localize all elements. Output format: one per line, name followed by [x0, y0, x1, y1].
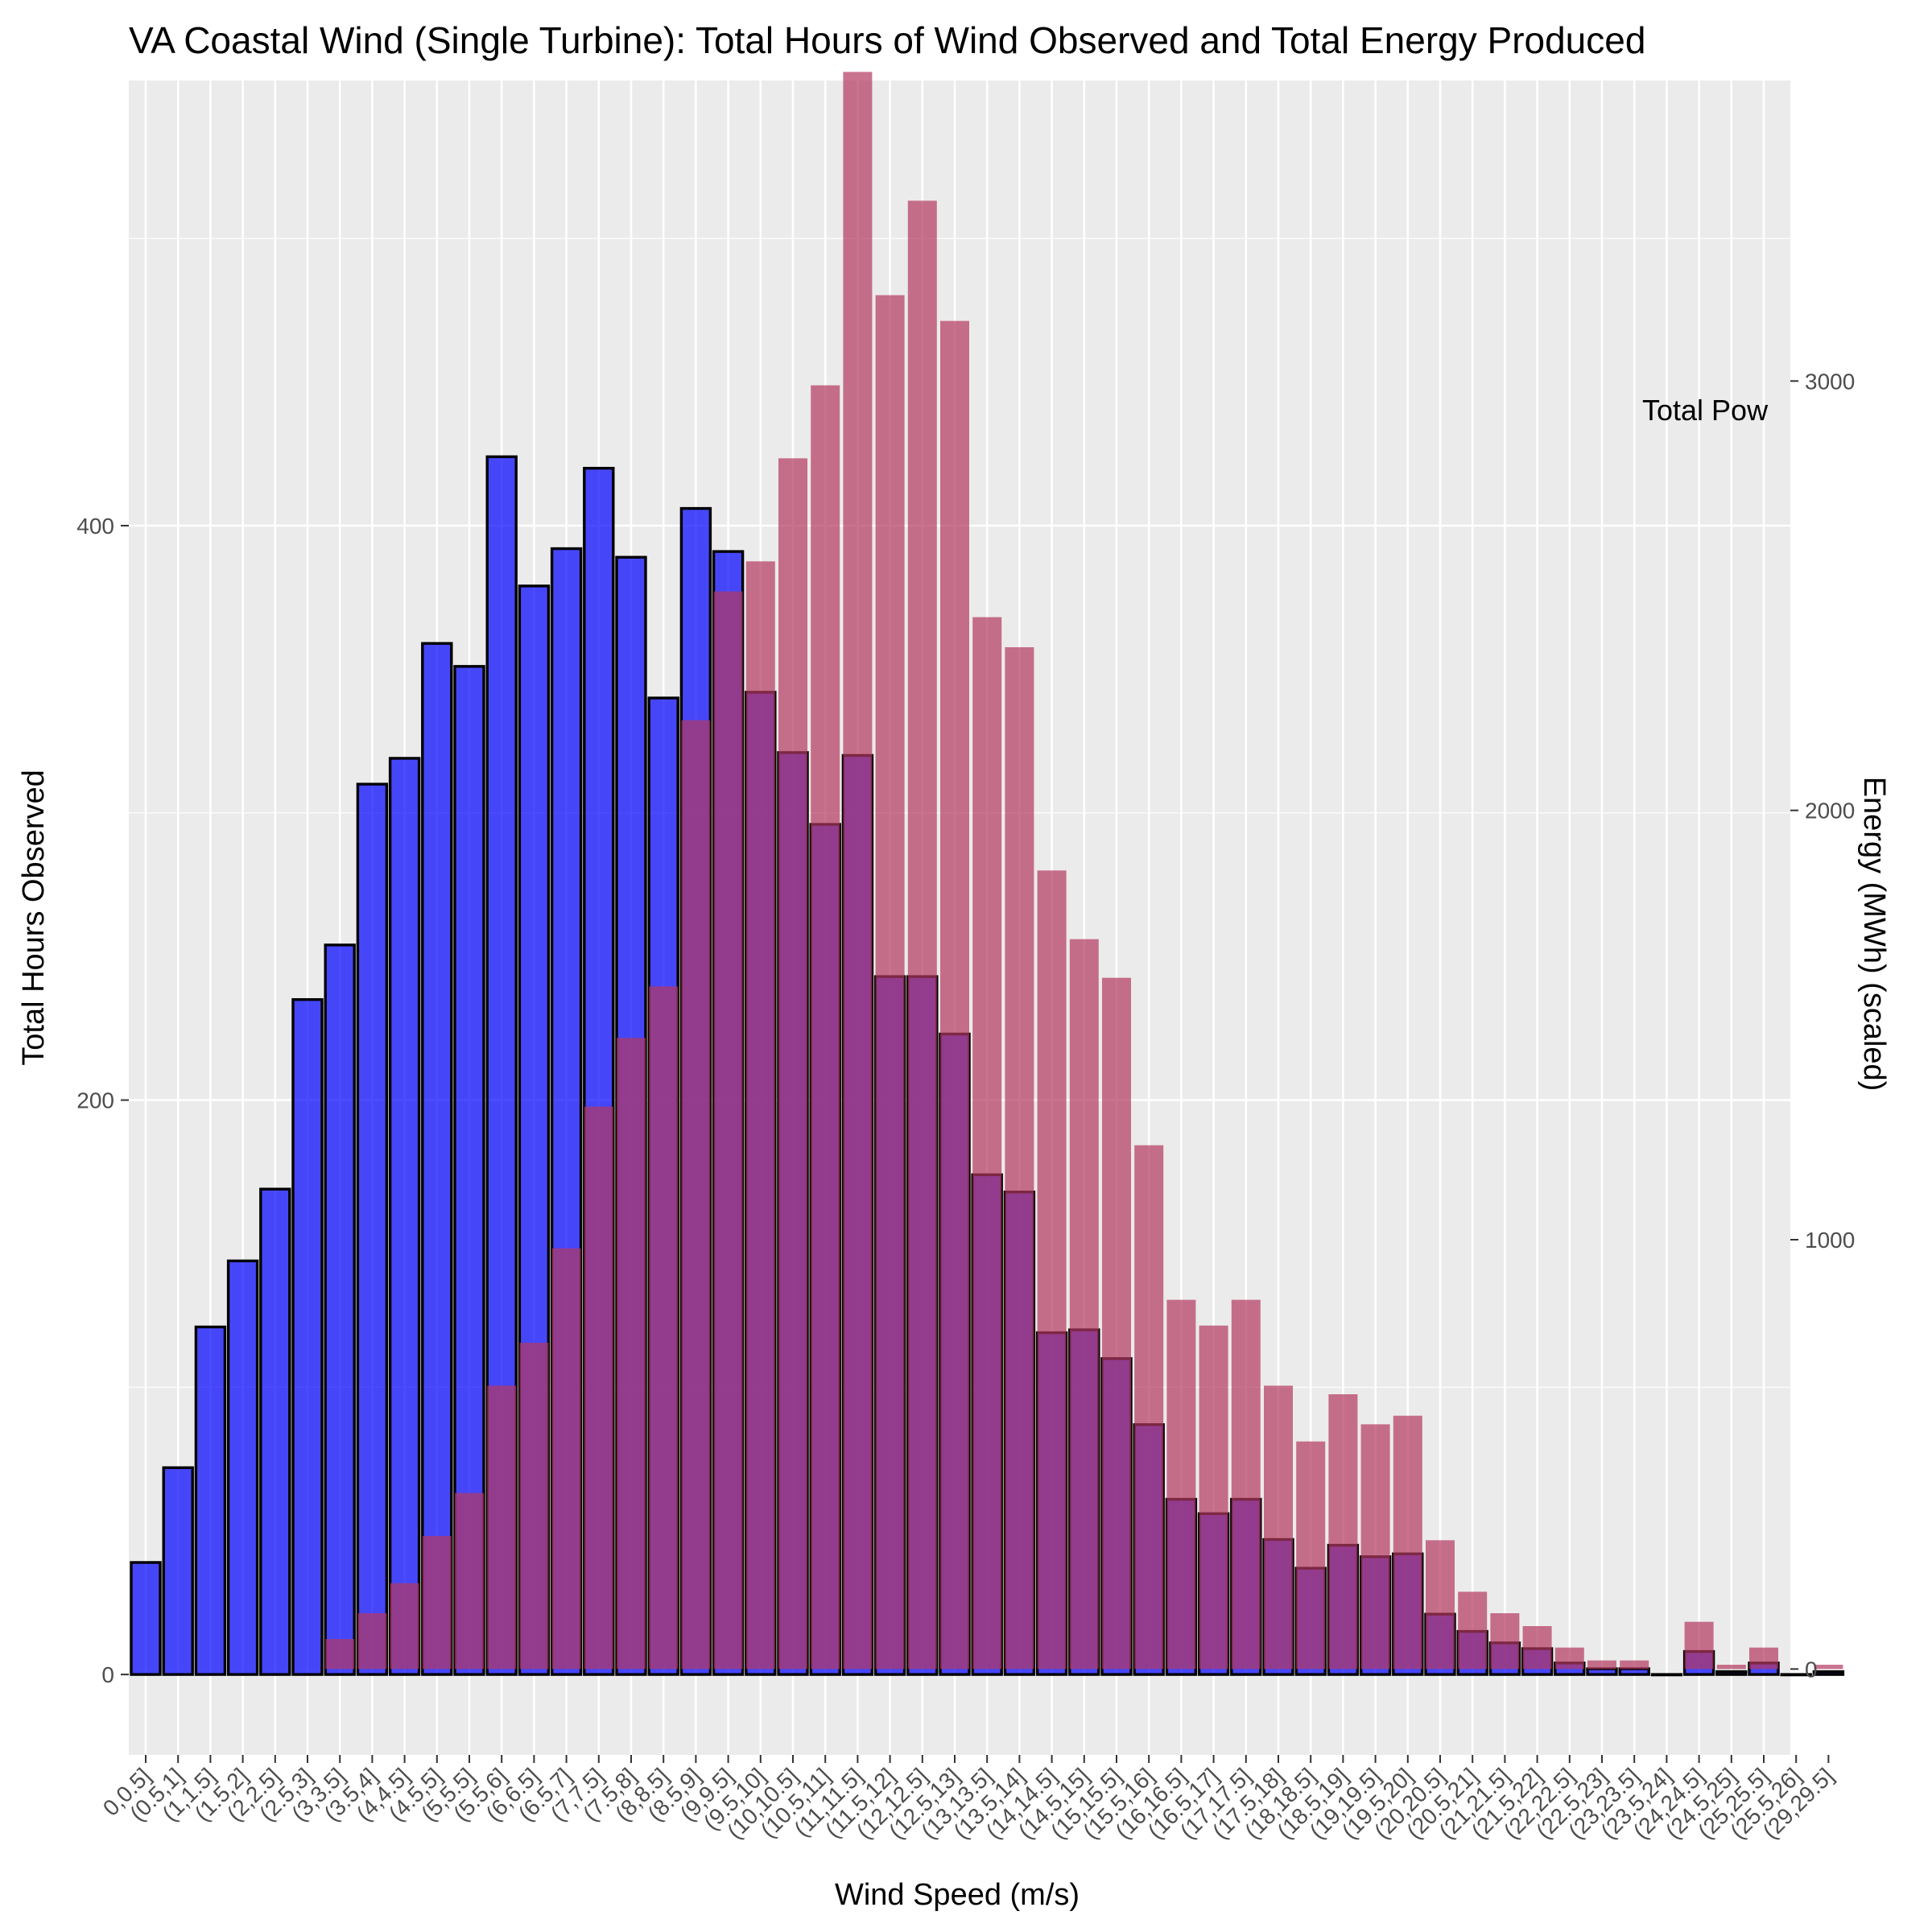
y2-tick-label: 2000 — [1805, 799, 1855, 824]
energy-bar — [1134, 1145, 1164, 1670]
energy-bar — [1199, 1325, 1228, 1670]
energy-bar — [972, 617, 1002, 1670]
energy-bar — [455, 1492, 484, 1670]
energy-bar — [1749, 1647, 1778, 1670]
hours-bar — [1650, 1673, 1683, 1677]
energy-bar — [907, 200, 937, 1670]
chart-title: VA Coastal Wind (Single Turbine): Total … — [129, 19, 1645, 61]
y-tick-label: 200 — [76, 1088, 114, 1113]
energy-bar — [1554, 1647, 1584, 1670]
hours-bar — [291, 997, 324, 1676]
energy-bar — [357, 1613, 387, 1670]
energy-bar — [843, 72, 873, 1670]
energy-bars — [325, 72, 1843, 1670]
energy-bar — [1490, 1613, 1520, 1670]
energy-bar — [390, 1583, 419, 1670]
energy-bar — [1296, 1441, 1326, 1670]
energy-bar — [1684, 1621, 1714, 1670]
energy-bar — [1069, 939, 1099, 1670]
hours-bar — [130, 1561, 162, 1676]
energy-bar — [1037, 870, 1067, 1670]
hours-bar — [1780, 1673, 1812, 1677]
energy-bar — [325, 1639, 355, 1670]
energy-bar — [1522, 1626, 1552, 1670]
hours-bar — [388, 757, 421, 1676]
energy-bar — [519, 1343, 549, 1670]
hours-bar — [356, 782, 389, 1676]
energy-bar — [1426, 1540, 1455, 1670]
energy-bar — [811, 385, 840, 1670]
y-tick-label: 0 — [101, 1662, 114, 1687]
energy-bar — [1360, 1424, 1390, 1670]
hours-bar — [421, 642, 453, 1676]
bottom-axis: 0,0.5](0.5,1](1,1.5](1.5,2](2,2.5](2.5,3… — [98, 1755, 1839, 1843]
hours-bar — [1812, 1670, 1845, 1676]
energy-bar — [1264, 1385, 1293, 1670]
energy-bar — [1231, 1299, 1261, 1670]
energy-bar — [1005, 647, 1034, 1670]
y2-tick-label: 1000 — [1805, 1228, 1855, 1253]
energy-bar — [649, 986, 679, 1670]
energy-bar — [1587, 1660, 1616, 1670]
energy-bar — [940, 320, 969, 1670]
energy-bar — [1620, 1660, 1649, 1670]
hours-bar — [259, 1187, 291, 1676]
energy-bar — [1393, 1415, 1422, 1670]
energy-bar — [551, 1248, 581, 1670]
hours-bar — [1618, 1667, 1650, 1676]
legend-title: Total Pow — [1642, 394, 1769, 427]
hours-bar — [324, 943, 356, 1676]
hours-bar — [1586, 1667, 1618, 1676]
energy-bar — [422, 1536, 452, 1670]
energy-bar — [1166, 1299, 1196, 1670]
hours-bar — [162, 1466, 194, 1676]
hours-bar — [226, 1259, 259, 1676]
energy-bar — [584, 1106, 613, 1670]
energy-bar — [1814, 1665, 1843, 1670]
right-axis: 0 1000 2000 3000 — [1790, 369, 1855, 1682]
energy-bar — [713, 591, 743, 1670]
left-axis: 0 200 400 — [76, 514, 129, 1687]
energy-bar — [875, 295, 905, 1670]
hours-bar — [194, 1325, 227, 1676]
energy-bar — [681, 720, 711, 1670]
energy-bar — [1458, 1591, 1488, 1670]
y-tick-label: 400 — [76, 514, 114, 539]
energy-bar — [1102, 977, 1131, 1670]
hours-bar — [1715, 1670, 1748, 1676]
y2-axis-title: Energy (MWh) (scaled) — [1857, 777, 1891, 1092]
energy-bar — [1716, 1665, 1746, 1670]
y2-tick-label: 3000 — [1805, 369, 1855, 394]
x-axis-title: Wind Speed (m/s) — [835, 1878, 1080, 1912]
energy-bar — [778, 458, 807, 1670]
y2-tick-label: 0 — [1805, 1657, 1818, 1682]
energy-bar — [617, 1038, 646, 1670]
energy-bar — [1328, 1394, 1358, 1670]
energy-bar — [487, 1385, 517, 1670]
y-axis-title: Total Hours Observed — [17, 770, 51, 1066]
energy-bar — [745, 561, 775, 1670]
